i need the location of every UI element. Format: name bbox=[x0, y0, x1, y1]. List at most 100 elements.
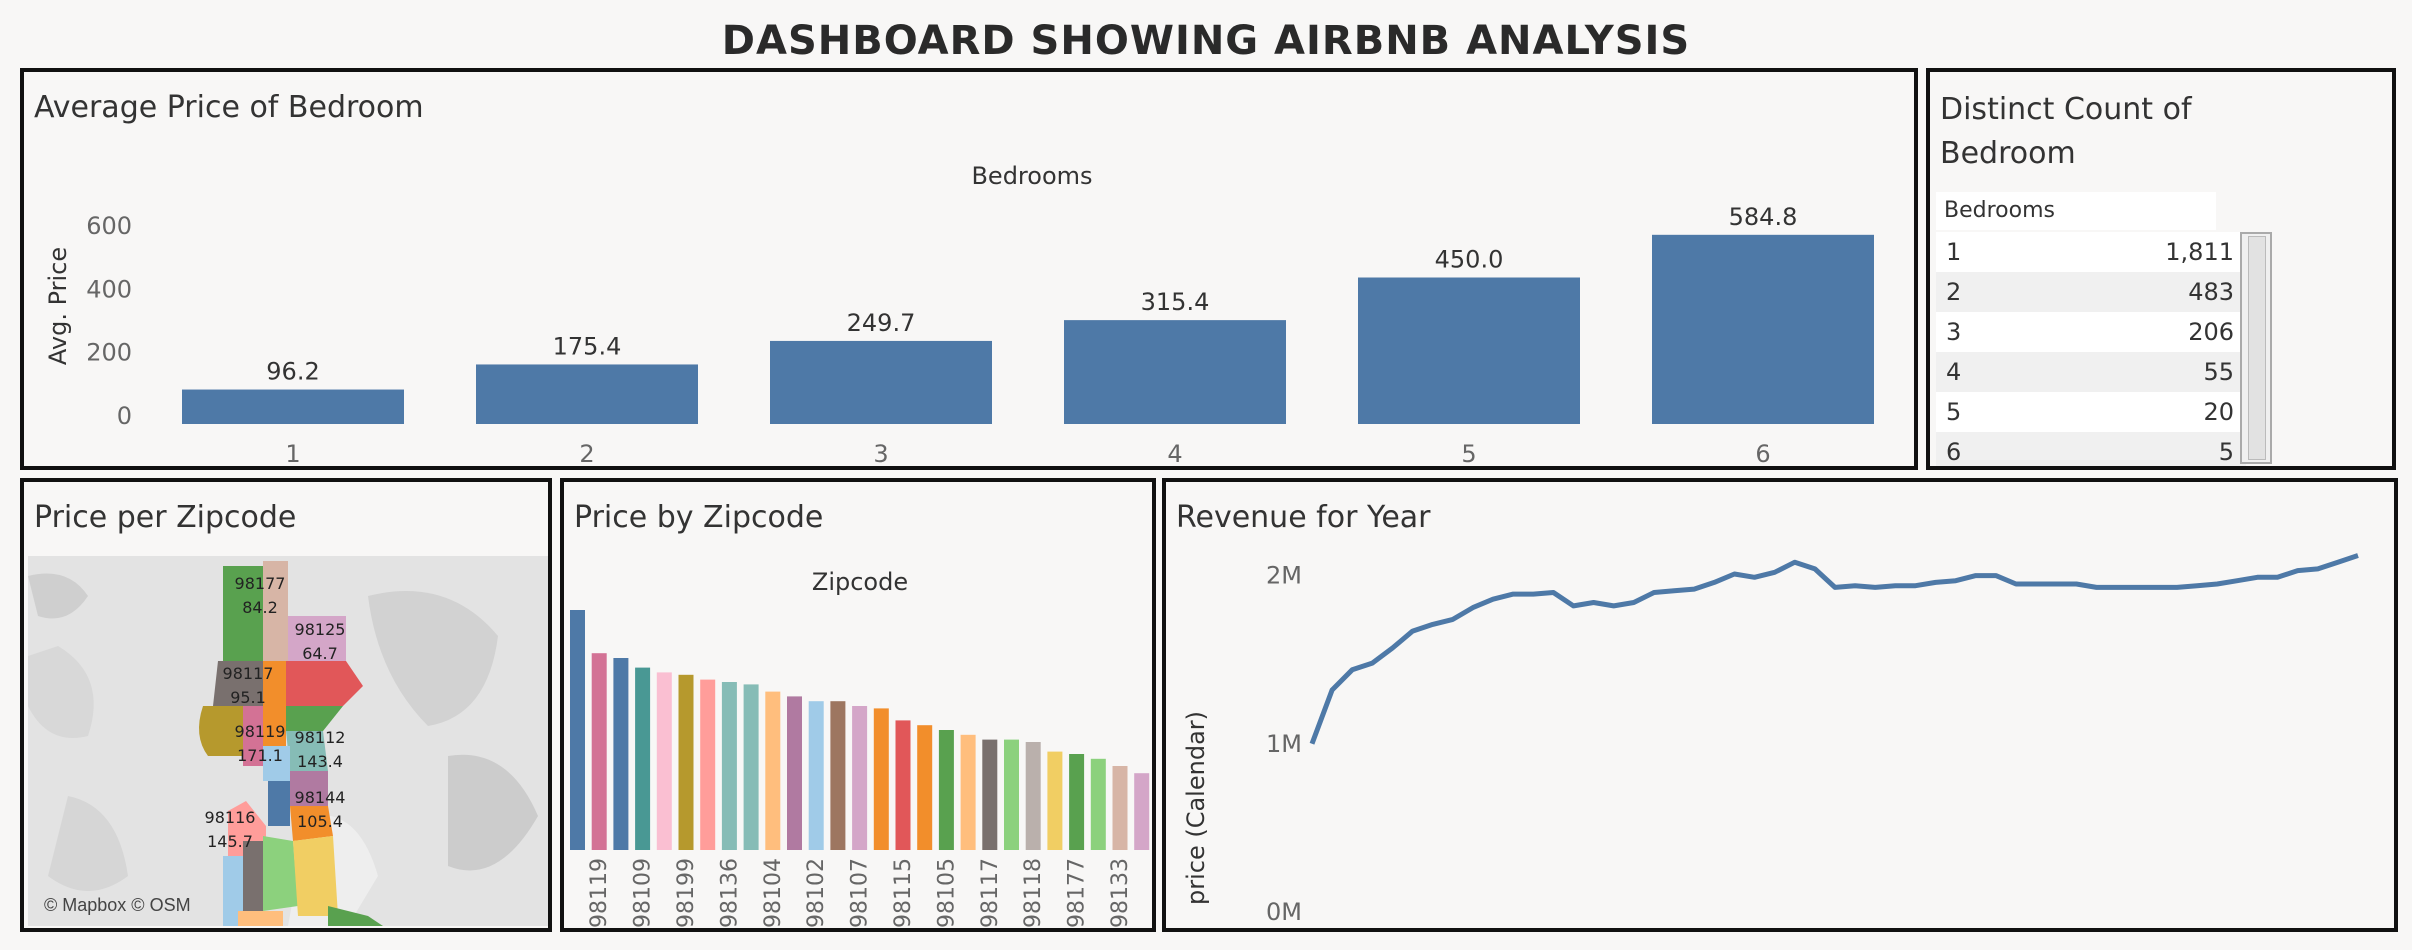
x-axis-header: Zipcode bbox=[812, 568, 908, 596]
map-zip-code: 98116 bbox=[204, 808, 256, 827]
table-row[interactable]: 1 1,811 bbox=[1936, 232, 2246, 272]
map-svg bbox=[28, 556, 548, 926]
bar[interactable] bbox=[1358, 277, 1580, 425]
bar[interactable] bbox=[982, 739, 998, 850]
zip-region bbox=[293, 836, 338, 916]
bar[interactable] bbox=[656, 672, 672, 850]
bar[interactable] bbox=[770, 340, 992, 424]
bar-value-label: 450.0 bbox=[1435, 246, 1504, 274]
bar[interactable] bbox=[678, 674, 694, 850]
row-bedrooms: 4 bbox=[1946, 358, 1962, 386]
dashboard-title: DASHBOARD SHOWING AIRBNB ANALYSIS bbox=[721, 18, 1691, 64]
x-tick-label: 3 bbox=[873, 440, 888, 466]
y-axis-label: price (Calendar) bbox=[1182, 711, 1210, 905]
bar[interactable] bbox=[765, 691, 781, 850]
zip-region bbox=[268, 781, 290, 826]
revenue-line[interactable] bbox=[1309, 553, 2359, 745]
map-zip-price: 145.7 bbox=[207, 832, 253, 851]
zip-region bbox=[290, 806, 333, 841]
map-zip-price: 84.2 bbox=[242, 598, 278, 617]
bar[interactable] bbox=[895, 720, 911, 850]
map-zip-price: 171.1 bbox=[237, 746, 283, 765]
zip-region bbox=[328, 906, 383, 926]
zip-region bbox=[288, 616, 346, 661]
bar[interactable] bbox=[635, 667, 651, 850]
bar[interactable] bbox=[476, 364, 698, 424]
table-scrollbar[interactable] bbox=[2240, 232, 2272, 464]
bar[interactable] bbox=[1069, 754, 1085, 850]
bar[interactable] bbox=[808, 701, 824, 850]
x-tick-label: 98136 bbox=[717, 858, 742, 928]
bar[interactable] bbox=[743, 684, 759, 850]
bar[interactable] bbox=[1025, 742, 1041, 850]
zip-region bbox=[263, 836, 298, 911]
table-row[interactable]: 2 483 bbox=[1936, 272, 2246, 312]
column-header[interactable]: Bedrooms bbox=[1936, 192, 2216, 230]
map-land-patch bbox=[368, 591, 498, 726]
table-row[interactable]: 3 206 bbox=[1936, 312, 2246, 352]
map-zip-label: 98177 84.2 bbox=[230, 572, 290, 620]
map-zip-price: 143.4 bbox=[297, 752, 343, 771]
bar[interactable] bbox=[1134, 773, 1150, 850]
bar[interactable] bbox=[1004, 739, 1019, 850]
bar[interactable] bbox=[938, 730, 954, 850]
bar[interactable] bbox=[917, 725, 933, 850]
bar-value-label: 175.4 bbox=[553, 332, 622, 360]
bar[interactable] bbox=[721, 682, 737, 850]
bar[interactable] bbox=[570, 610, 585, 850]
x-tick-label: 98118 bbox=[1021, 858, 1046, 928]
zip-region bbox=[263, 746, 290, 781]
x-tick-label: 98119 bbox=[587, 858, 612, 928]
map-zip-label: 98116 145.7 bbox=[200, 806, 260, 854]
map-land-patch bbox=[28, 646, 94, 738]
bar[interactable] bbox=[960, 734, 976, 850]
zip-bar-chart: Zipcode 98119 98109 98199 98136 98104 98102 981… bbox=[570, 568, 1150, 928]
map-zip-code: 98112 bbox=[294, 728, 346, 747]
map-zip-label: 98119 171.1 bbox=[230, 720, 290, 768]
row-count: 206 bbox=[2188, 318, 2234, 346]
bar[interactable] bbox=[700, 679, 716, 850]
panel-title: Price by Zipcode bbox=[574, 500, 824, 535]
row-count: 5 bbox=[2218, 438, 2234, 466]
map-zip-code: 98144 bbox=[294, 788, 346, 807]
table-row[interactable]: 5 20 bbox=[1936, 392, 2246, 432]
panel-title: Revenue for Year bbox=[1176, 500, 1431, 535]
bar[interactable] bbox=[830, 701, 846, 850]
y-tick-label: 0 bbox=[117, 402, 132, 430]
price-by-zip-panel: Price by Zipcode Zipcode 98119 98109 98199 9… bbox=[560, 478, 1156, 932]
bar[interactable] bbox=[1112, 766, 1128, 850]
bar[interactable] bbox=[852, 706, 868, 850]
bar[interactable] bbox=[787, 696, 802, 850]
scrollbar-thumb[interactable] bbox=[2248, 236, 2266, 460]
map-land-patch bbox=[28, 573, 88, 619]
map-credit[interactable]: © Mapbox © OSM bbox=[44, 895, 191, 915]
bar[interactable] bbox=[591, 653, 607, 850]
row-count: 1,811 bbox=[2165, 238, 2234, 266]
x-tick-label: 2 bbox=[579, 440, 594, 466]
row-bedrooms: 5 bbox=[1946, 398, 1962, 426]
bar[interactable] bbox=[1652, 234, 1874, 424]
map-zip-code: 98125 bbox=[294, 620, 346, 639]
bar[interactable] bbox=[182, 389, 404, 424]
bar[interactable] bbox=[1047, 751, 1063, 850]
y-tick-label: 200 bbox=[86, 339, 132, 367]
price-map-panel: Price per Zipcode bbox=[20, 478, 552, 932]
y-tick-label: 2M bbox=[1266, 562, 1302, 590]
map-land-patch bbox=[448, 754, 538, 871]
panel-title: Price per Zipcode bbox=[34, 500, 297, 535]
bar[interactable] bbox=[1064, 320, 1286, 424]
x-tick-label: 98117 bbox=[978, 858, 1003, 928]
zip-region bbox=[223, 856, 243, 926]
bar[interactable] bbox=[873, 708, 889, 850]
x-tick-label: 98107 bbox=[848, 858, 873, 928]
map-zip-label: 98112 143.4 bbox=[290, 726, 350, 774]
map-zip-label: 98117 95.1 bbox=[218, 662, 278, 710]
map-zip-code: 98119 bbox=[234, 722, 286, 741]
table-row[interactable]: 4 55 bbox=[1936, 352, 2246, 392]
bar[interactable] bbox=[613, 658, 629, 850]
bar[interactable] bbox=[1090, 758, 1106, 850]
panel-title: Average Price of Bedroom bbox=[34, 90, 424, 125]
zipcode-map[interactable]: 98177 84.2 98125 64.7 98117 95.1 98119 171.1 981… bbox=[28, 556, 548, 926]
revenue-panel: Revenue for Year price (Calendar) 0M 1M 2M bbox=[1162, 478, 2398, 932]
